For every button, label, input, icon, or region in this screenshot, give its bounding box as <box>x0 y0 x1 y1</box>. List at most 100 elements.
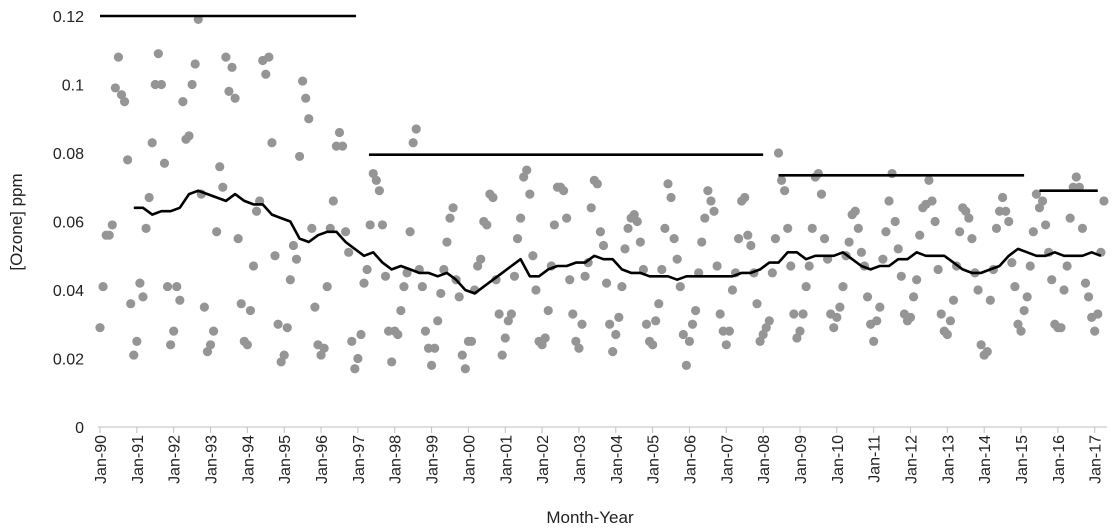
data-point <box>525 189 535 199</box>
data-point <box>482 220 492 230</box>
data-point <box>288 240 299 251</box>
data-point <box>488 192 498 203</box>
data-point <box>678 329 688 340</box>
data-point <box>242 340 252 350</box>
data-point <box>614 312 624 322</box>
y-tick-label: 0.12 <box>53 9 84 26</box>
data-point <box>1080 278 1091 288</box>
data-point <box>230 93 240 103</box>
data-point <box>724 326 734 336</box>
data-point <box>543 305 553 316</box>
x-tick-label: Jan-96 <box>314 435 331 484</box>
data-point <box>967 234 977 244</box>
x-tick-label: Jan-06 <box>682 435 699 484</box>
data-point <box>792 333 802 343</box>
data-point <box>98 281 108 292</box>
data-point <box>509 271 520 281</box>
data-point <box>344 247 354 257</box>
data-point <box>279 350 289 360</box>
data-point <box>813 168 824 179</box>
data-point <box>976 340 986 350</box>
data-point <box>298 76 308 86</box>
data-point <box>780 186 790 196</box>
x-tick-label: Jan-05 <box>646 435 663 484</box>
data-point <box>733 234 744 244</box>
data-point <box>623 223 633 233</box>
data-point <box>433 316 443 326</box>
data-point <box>712 261 722 271</box>
data-point <box>955 227 965 237</box>
x-tick-label: Jan-03 <box>572 435 589 484</box>
data-point <box>586 203 596 213</box>
data-point <box>856 247 866 257</box>
data-point <box>862 292 873 302</box>
data-point <box>420 326 431 336</box>
data-point <box>172 281 182 292</box>
data-point <box>187 79 197 90</box>
data-point <box>267 138 277 148</box>
data-point <box>454 292 464 302</box>
data-point <box>1047 275 1057 285</box>
data-point <box>408 138 418 148</box>
data-point <box>927 196 937 206</box>
data-point <box>816 189 827 199</box>
data-point <box>1013 319 1023 329</box>
x-tick-label: Jan-09 <box>793 435 810 484</box>
x-tick-label: Jan-11 <box>867 435 884 483</box>
data-point <box>113 52 124 62</box>
data-point <box>399 281 409 292</box>
data-point <box>804 261 814 271</box>
data-point <box>697 237 707 247</box>
data-point <box>519 172 529 182</box>
data-point <box>583 258 593 268</box>
data-point <box>126 299 136 309</box>
x-axis-title: Month-Year <box>546 508 634 527</box>
x-tick-label: Jan-95 <box>277 435 294 484</box>
data-point <box>580 271 590 281</box>
data-point <box>648 340 658 350</box>
data-point <box>930 216 940 227</box>
data-point <box>973 285 983 295</box>
data-point <box>337 141 348 151</box>
data-point <box>396 305 406 316</box>
data-point <box>598 240 609 251</box>
data-point <box>770 234 781 244</box>
data-point <box>635 237 645 247</box>
data-point <box>393 329 403 340</box>
data-point <box>301 93 311 103</box>
data-point <box>1028 227 1038 237</box>
data-point <box>319 343 329 353</box>
data-point <box>869 336 879 346</box>
data-point <box>402 268 412 278</box>
data-point <box>205 340 216 350</box>
data-point <box>945 316 956 326</box>
data-point <box>924 175 934 185</box>
data-point <box>703 186 713 196</box>
data-point <box>264 52 274 62</box>
data-point <box>316 350 326 360</box>
data-point <box>1025 261 1035 271</box>
data-point <box>884 196 894 206</box>
data-point <box>605 319 615 329</box>
data-point <box>328 196 338 206</box>
data-point <box>801 281 811 292</box>
data-point <box>506 309 516 319</box>
data-point <box>908 292 919 302</box>
data-point <box>985 295 995 305</box>
data-point <box>147 138 157 148</box>
y-axis-title: [Ozone] ppm <box>7 173 26 270</box>
data-point <box>178 97 188 107</box>
data-point <box>334 127 345 138</box>
data-point <box>322 281 332 292</box>
data-point <box>347 336 357 346</box>
x-tick-label: Jan-04 <box>609 435 626 484</box>
data-point <box>638 264 649 275</box>
data-point <box>224 86 234 96</box>
data-point <box>528 251 538 261</box>
data-point <box>387 357 397 367</box>
data-point <box>116 90 127 100</box>
data-point <box>783 223 793 233</box>
data-point <box>273 319 283 329</box>
data-point <box>807 223 817 233</box>
data-point <box>448 203 458 213</box>
